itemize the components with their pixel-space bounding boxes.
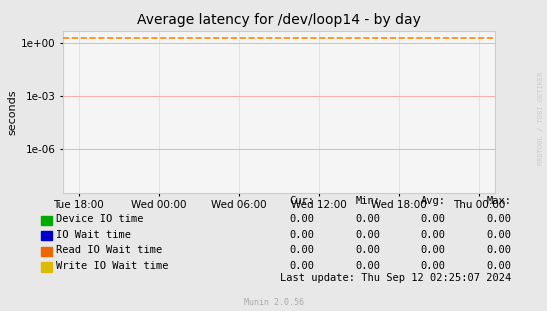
Text: 0.00: 0.00: [289, 245, 315, 255]
Text: Write IO Wait time: Write IO Wait time: [56, 261, 168, 271]
Text: Munin 2.0.56: Munin 2.0.56: [243, 298, 304, 307]
Text: RRDTOOL / TOBI OETIKER: RRDTOOL / TOBI OETIKER: [538, 72, 544, 165]
Text: 0.00: 0.00: [421, 230, 446, 240]
Text: 0.00: 0.00: [355, 261, 380, 271]
Text: 0.00: 0.00: [355, 214, 380, 224]
Text: Cur:: Cur:: [289, 196, 315, 206]
Text: 0.00: 0.00: [421, 214, 446, 224]
Text: 0.00: 0.00: [355, 230, 380, 240]
Text: 0.00: 0.00: [486, 261, 511, 271]
Text: 0.00: 0.00: [289, 261, 315, 271]
Text: Avg:: Avg:: [421, 196, 446, 206]
Text: 0.00: 0.00: [421, 245, 446, 255]
Text: 0.00: 0.00: [421, 261, 446, 271]
Text: Max:: Max:: [486, 196, 511, 206]
Text: IO Wait time: IO Wait time: [56, 230, 131, 240]
Text: Min:: Min:: [355, 196, 380, 206]
Text: Device IO time: Device IO time: [56, 214, 143, 224]
Text: 0.00: 0.00: [289, 214, 315, 224]
Text: Read IO Wait time: Read IO Wait time: [56, 245, 162, 255]
Text: 0.00: 0.00: [355, 245, 380, 255]
Text: 0.00: 0.00: [486, 214, 511, 224]
Text: Last update: Thu Sep 12 02:25:07 2024: Last update: Thu Sep 12 02:25:07 2024: [280, 272, 511, 282]
Text: 0.00: 0.00: [486, 230, 511, 240]
Title: Average latency for /dev/loop14 - by day: Average latency for /dev/loop14 - by day: [137, 13, 421, 27]
Y-axis label: seconds: seconds: [8, 89, 18, 135]
Text: 0.00: 0.00: [486, 245, 511, 255]
Text: 0.00: 0.00: [289, 230, 315, 240]
